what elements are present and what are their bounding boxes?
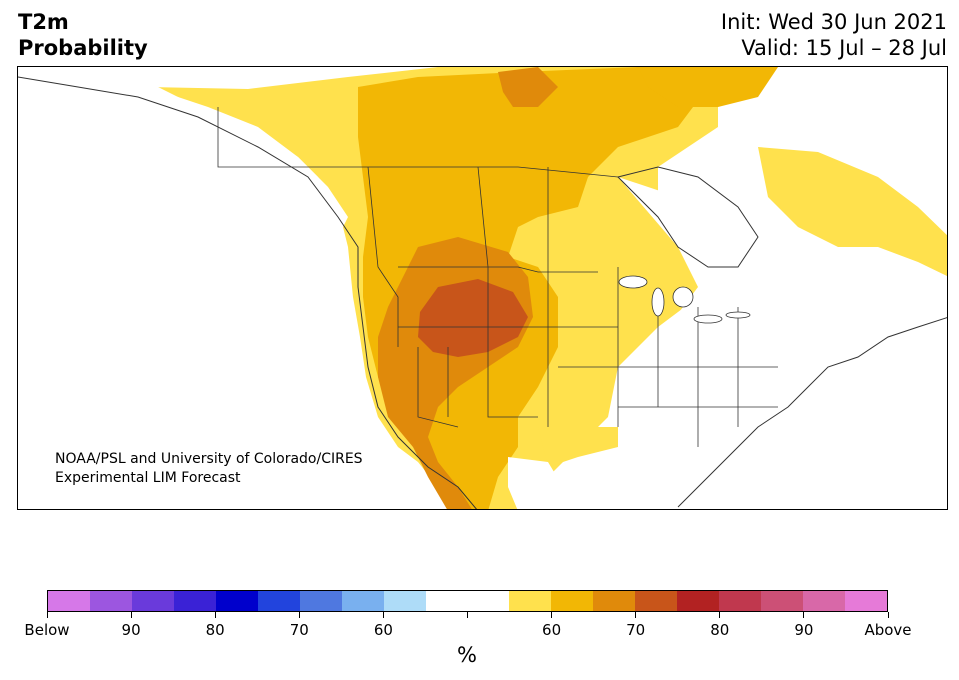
colorbar-units: %: [457, 643, 477, 667]
colorbar-cell: [173, 591, 216, 611]
probability-map: NOAA/PSL and University of Colorado/CIRE…: [17, 66, 948, 510]
colorbar-tick: [46, 612, 48, 618]
colorbar-cell: [635, 591, 678, 611]
colorbar-tick-label: 70: [289, 621, 309, 639]
title-type: Probability: [18, 36, 148, 60]
colorbar-tick: [635, 612, 637, 618]
forecast-dates: Init: Wed 30 Jun 2021 Valid: 15 Jul – 28…: [721, 9, 947, 61]
region-none-mexico: [508, 457, 563, 509]
colorbar-tick: [130, 612, 132, 618]
colorbar-tick-label: Below: [24, 621, 70, 639]
colorbar-tick: [467, 612, 468, 618]
coastline: [18, 76, 477, 509]
region-above-65-north: [498, 67, 558, 107]
colorbar-cell: [593, 591, 636, 611]
colorbar-cell: [467, 591, 510, 611]
colorbar-cell: [299, 591, 342, 611]
coastline-hudson: [617, 166, 759, 268]
probability-colorbar: [47, 590, 888, 612]
region-above-55-east: [758, 147, 947, 277]
colorbar-tick-label: 90: [121, 621, 141, 639]
colorbar-cell: [341, 591, 384, 611]
colorbar-tick: [719, 612, 721, 618]
colorbar-tick-label: 90: [794, 621, 814, 639]
colorbar-cell: [425, 591, 468, 611]
colorbar-cell: [48, 591, 90, 611]
colorbar-cell: [131, 591, 174, 611]
region-none-east: [598, 177, 947, 509]
map-canvas: [18, 67, 947, 509]
map-title: T2m Probability: [18, 9, 148, 61]
colorbar-cell: [677, 591, 720, 611]
colorbar-cell: [551, 591, 594, 611]
colorbar-tick-label: Above: [864, 621, 912, 639]
colorbar-tick-label: 80: [205, 621, 225, 639]
title-variable: T2m: [18, 10, 69, 34]
colorbar-tick-label: 60: [542, 621, 562, 639]
region-above-60-arctic: [638, 67, 778, 107]
colorbar-tick: [382, 612, 384, 618]
colorbar-tick-label: 80: [710, 621, 730, 639]
region-above-70: [418, 279, 528, 357]
colorbar-cell: [845, 591, 888, 611]
colorbar-cell: [383, 591, 426, 611]
colorbar-tick: [298, 612, 300, 618]
colorbar-ticks: [46, 612, 889, 620]
map-credit: NOAA/PSL and University of Colorado/CIRE…: [55, 450, 363, 488]
colorbar-tick: [803, 612, 805, 618]
region-none-alaska: [18, 77, 348, 237]
colorbar-cell: [215, 591, 258, 611]
colorbar-tick-label: 70: [626, 621, 646, 639]
colorbar-cell: [257, 591, 300, 611]
colorbar-cell: [719, 591, 762, 611]
credit-line-2: Experimental LIM Forecast: [55, 470, 241, 486]
political-borders: [217, 107, 778, 447]
colorbar-tick: [551, 612, 553, 618]
init-date: Init: Wed 30 Jun 2021: [720, 10, 947, 34]
colorbar-cell: [803, 591, 846, 611]
credit-line-1: NOAA/PSL and University of Colorado/CIRE…: [55, 451, 363, 467]
colorbar-cell: [761, 591, 804, 611]
colorbar-tick: [887, 612, 889, 618]
great-lakes: [618, 275, 751, 324]
colorbar-tick: [214, 612, 216, 618]
coastline-east: [677, 317, 947, 508]
colorbar-cell: [89, 591, 132, 611]
valid-date: Valid: 15 Jul – 28 Jul: [741, 36, 947, 60]
region-above-55-gulf: [538, 427, 618, 467]
colorbar-cell: [509, 591, 552, 611]
colorbar-tick-label: 60: [373, 621, 393, 639]
